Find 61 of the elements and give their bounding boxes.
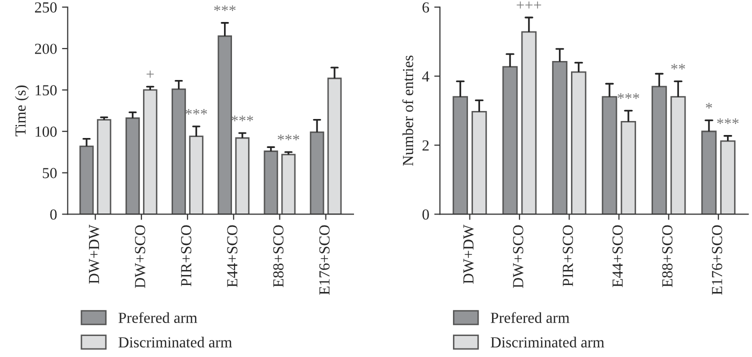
- bar: [652, 86, 667, 214]
- x-tick-label: DW+SCO: [134, 225, 146, 288]
- legend-label: Discriminated arm: [490, 336, 604, 348]
- legend-label: Discriminated arm: [118, 336, 232, 348]
- y-tick-label: 50: [42, 168, 57, 178]
- x-tick-label: PIR+SCO: [181, 225, 192, 286]
- bar: [701, 130, 717, 214]
- y-tick-label: 200: [35, 44, 57, 54]
- x-tick-label: DW+DW: [89, 224, 100, 284]
- legend-label: Prefered arm: [490, 312, 570, 323]
- x-tick-label: DW+SCO: [513, 225, 524, 288]
- annotation: ***: [214, 5, 236, 12]
- bar: [521, 31, 537, 214]
- y-tick-label: 0: [50, 209, 57, 220]
- x-tick-label: E176+SCO: [712, 225, 722, 295]
- bar: [310, 132, 324, 214]
- bar: [327, 78, 342, 214]
- annotation: ***: [618, 93, 640, 99]
- bar: [571, 71, 586, 214]
- y-tick-label: 2: [422, 140, 429, 150]
- y-axis-title: Time (s): [14, 86, 29, 136]
- y-tick-label: 6: [422, 2, 430, 13]
- annotation: *: [706, 102, 712, 109]
- y-tick-label: 0: [422, 209, 429, 220]
- bar: [172, 88, 186, 214]
- bar: [126, 117, 140, 214]
- annotation: +: [146, 70, 154, 78]
- y-tick-label: 250: [35, 2, 57, 13]
- x-tick-label: E88+SCO: [662, 225, 672, 288]
- bar: [670, 96, 686, 214]
- bar: [189, 136, 204, 214]
- bar: [552, 60, 568, 214]
- bar: [143, 89, 158, 214]
- annotation: ***: [186, 108, 207, 115]
- x-tick-label: E176+SCO: [319, 225, 330, 295]
- x-tick-label: PIR+SCO: [562, 225, 574, 286]
- bar: [452, 96, 468, 214]
- y-axis-title: Number of entries: [402, 56, 414, 166]
- bar: [218, 35, 232, 214]
- legend-label: Prefered arm: [118, 312, 198, 323]
- annotation: ***: [717, 118, 739, 124]
- annotation: **: [671, 64, 686, 70]
- x-tick-label: DW+DW: [463, 224, 474, 284]
- bar: [720, 140, 736, 214]
- x-tick-label: E88+SCO: [273, 225, 284, 288]
- bar: [281, 154, 296, 214]
- bar: [79, 146, 94, 214]
- annotation: +++: [516, 1, 542, 9]
- y-tick-label: 150: [36, 85, 57, 96]
- bar: [602, 96, 618, 214]
- bar: [502, 66, 518, 214]
- y-tick-label: 4: [422, 71, 430, 82]
- bar: [96, 119, 112, 214]
- y-tick-label: 100: [36, 126, 57, 137]
- bar: [264, 150, 278, 214]
- bar: [472, 111, 487, 214]
- annotation: ***: [278, 134, 300, 140]
- x-tick-label: E44+SCO: [227, 225, 238, 288]
- bar: [620, 121, 636, 214]
- bar: [235, 137, 250, 214]
- x-tick-label: E44+SCO: [612, 225, 623, 288]
